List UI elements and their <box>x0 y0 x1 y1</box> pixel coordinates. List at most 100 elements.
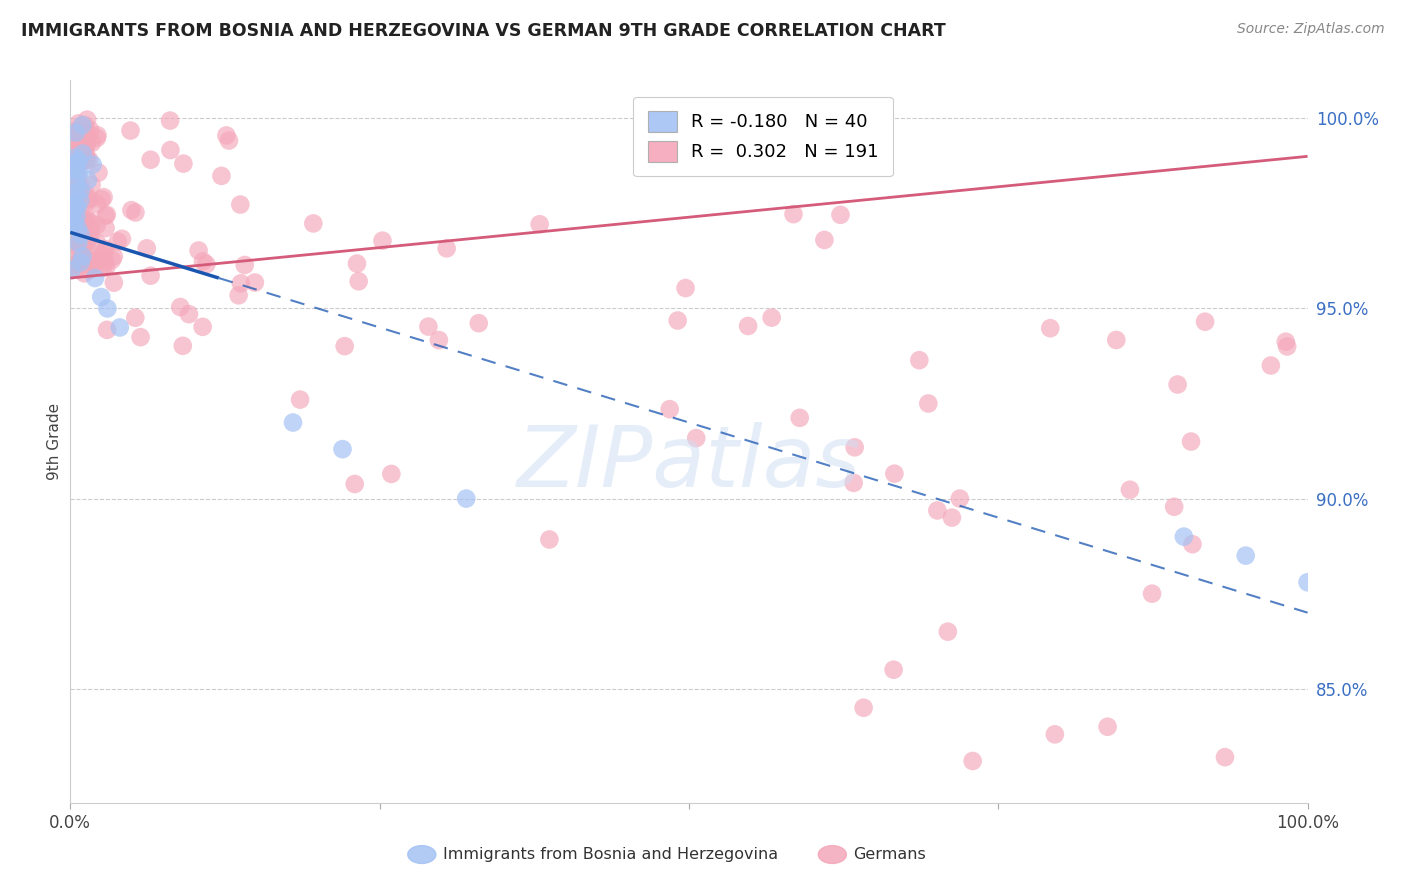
Point <box>75 227 97 242</box>
Point <box>65 151 87 165</box>
Point <box>96 260 118 275</box>
Point <box>65 126 87 140</box>
Point <box>69 227 91 242</box>
Text: ZIPatlas: ZIPatlas <box>517 422 860 505</box>
Point <box>63 142 86 156</box>
Point <box>418 319 440 334</box>
Point <box>62 188 84 202</box>
Point <box>62 194 84 209</box>
Point <box>63 139 86 153</box>
Point <box>883 663 905 677</box>
Point <box>60 131 83 145</box>
Point <box>72 230 94 244</box>
Point <box>76 252 98 267</box>
Point <box>1194 315 1216 329</box>
Point <box>93 245 115 260</box>
Point <box>69 158 91 172</box>
Point <box>72 146 94 161</box>
Point <box>66 200 89 214</box>
Point <box>218 134 240 148</box>
Point <box>65 178 87 192</box>
Point <box>468 316 491 330</box>
Point <box>529 217 551 231</box>
Point <box>83 256 105 270</box>
Point <box>233 258 256 272</box>
Point <box>65 183 87 197</box>
Point <box>93 249 115 263</box>
Point <box>65 261 87 276</box>
Text: Source: ZipAtlas.com: Source: ZipAtlas.com <box>1237 22 1385 37</box>
Point <box>62 224 84 238</box>
Point <box>67 153 90 168</box>
Point <box>65 143 87 157</box>
Point <box>195 257 218 271</box>
Point <box>129 330 152 344</box>
Point <box>1167 377 1189 392</box>
Point <box>177 307 200 321</box>
Point <box>1140 587 1163 601</box>
Point <box>169 300 191 314</box>
Point <box>737 318 759 333</box>
Point <box>76 211 98 226</box>
Point <box>1260 359 1282 373</box>
Point <box>69 184 91 198</box>
Point <box>79 229 101 244</box>
Point <box>86 235 108 250</box>
Point <box>1043 727 1066 741</box>
Point <box>86 197 108 211</box>
Point <box>60 186 83 200</box>
Text: Immigrants from Bosnia and Herzegovina: Immigrants from Bosnia and Herzegovina <box>443 847 778 862</box>
Point <box>72 247 94 261</box>
Point <box>844 440 866 454</box>
Point <box>79 123 101 137</box>
Point <box>243 276 266 290</box>
Point <box>908 353 931 368</box>
Point <box>72 249 94 263</box>
Point <box>65 200 87 214</box>
Point <box>666 313 689 327</box>
Circle shape <box>408 846 436 863</box>
Point <box>288 392 311 407</box>
Point <box>69 244 91 259</box>
Point <box>73 211 96 226</box>
Point <box>842 475 865 490</box>
Point <box>76 126 98 140</box>
Point <box>94 242 117 256</box>
Point <box>917 396 939 410</box>
Point <box>73 142 96 156</box>
Point <box>332 442 354 457</box>
Point <box>69 119 91 133</box>
Point <box>936 624 959 639</box>
Point <box>67 167 90 181</box>
Point <box>63 198 86 212</box>
Point <box>66 257 89 271</box>
Point <box>1039 321 1062 335</box>
Point <box>63 201 86 215</box>
Point <box>80 220 103 235</box>
Point <box>782 207 804 221</box>
Point <box>685 431 707 445</box>
Point <box>65 199 87 213</box>
Point <box>75 138 97 153</box>
Point <box>343 477 366 491</box>
Point <box>66 216 89 230</box>
Point <box>96 208 118 222</box>
Text: Germans: Germans <box>853 847 927 862</box>
Point <box>62 227 84 241</box>
Point <box>76 153 98 167</box>
Point <box>69 232 91 246</box>
Point <box>211 169 233 183</box>
Point <box>69 231 91 245</box>
Y-axis label: 9th Grade: 9th Grade <box>46 403 62 480</box>
Point <box>191 254 214 268</box>
Point <box>70 227 93 241</box>
Point <box>658 402 681 417</box>
Point <box>77 231 100 245</box>
Point <box>941 510 963 524</box>
Point <box>62 131 84 145</box>
Circle shape <box>818 846 846 863</box>
Point <box>813 233 835 247</box>
Point <box>76 240 98 254</box>
Point <box>63 204 86 219</box>
Point <box>75 118 97 132</box>
